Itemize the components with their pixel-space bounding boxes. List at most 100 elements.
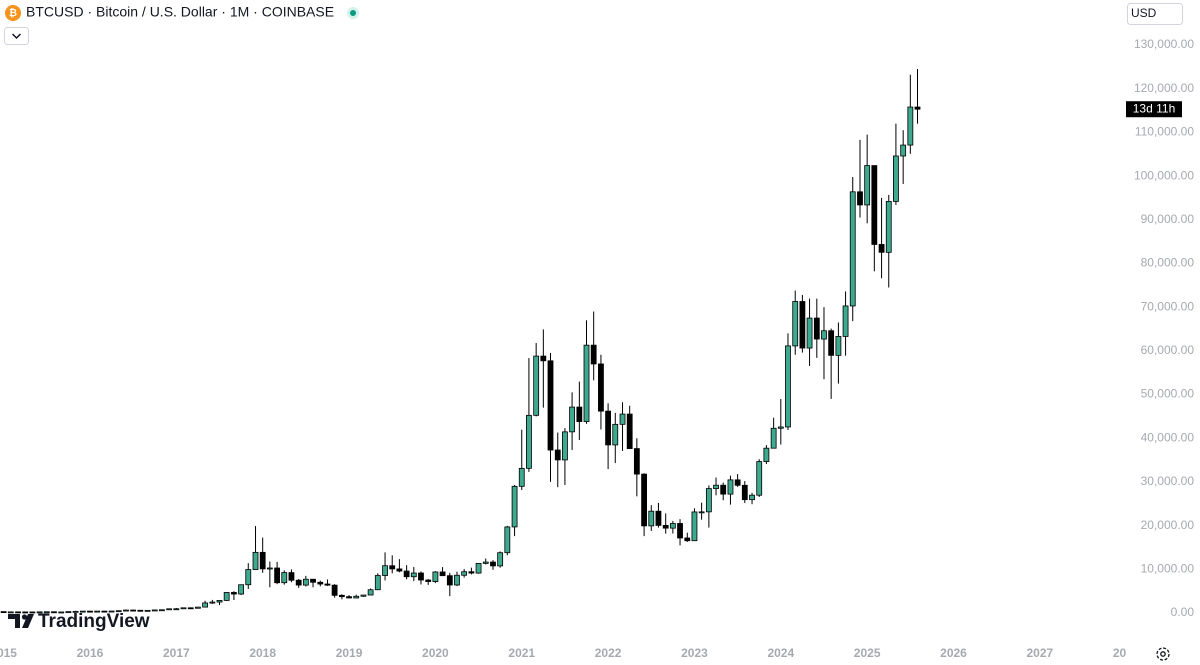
chevron-icon [11,33,22,40]
candle-body [662,524,669,529]
candle-body [166,608,173,611]
candle-body [792,301,799,347]
candle-body [590,344,597,365]
candle-body [295,579,302,586]
candle-body [281,572,288,584]
candle-body [36,611,43,614]
candle-body [554,449,561,461]
candle-body [828,330,835,356]
candle-body [159,609,165,612]
candle-body [655,510,662,526]
candle-body [187,607,194,610]
candle-body [288,572,295,581]
candle-body [331,584,338,596]
candle-body [504,526,511,554]
candle-body [482,561,489,564]
x-tick-label: 2026 [940,646,967,660]
candle-body [130,609,137,612]
candle-body [274,567,281,584]
settings-icon[interactable] [1156,647,1170,661]
x-tick-label: 2025 [854,646,881,660]
candle-body [633,448,640,475]
candle-body [468,571,475,574]
candle-body [741,484,748,501]
bitcoin-icon-glyph: ₿ [9,7,17,19]
candle-body [0,611,7,614]
candle-body [101,610,108,613]
x-tick-label: 2027 [1027,646,1054,660]
candle-body [907,106,914,146]
candle-body [173,608,180,611]
candle-body [619,413,626,425]
candle-body [777,426,784,429]
currency-button[interactable] [1127,3,1183,25]
candle-body [684,537,691,542]
candle-body [137,609,144,612]
candle-body [58,611,65,614]
candle-body [475,563,482,574]
y-tick-label: 30,000.00 [1141,474,1195,488]
candle-body [29,611,36,614]
candle-body [669,523,676,529]
y-axis: 0.00 10,000.00 20,000.00 30,000.00 40,000.00… [1134,37,1195,619]
candle-body [547,360,554,451]
candle-body [914,106,921,110]
x-tick-label: 2020 [422,646,449,660]
candle-body [396,568,403,572]
candle-body [540,355,547,362]
candle-body [324,583,331,586]
candle-body [885,201,892,253]
candle-body [302,578,309,586]
candle-body [144,609,151,612]
candle-body [576,406,583,422]
candle-body [705,488,712,513]
x-tick-label: 2015 [0,646,17,660]
gear-inner [1160,651,1166,657]
candle-body [785,345,791,428]
candle-body [259,551,266,570]
candle-body [367,589,374,596]
candle-body [871,165,878,245]
candle-body [835,336,842,356]
candle-body [691,511,698,542]
y-tick-label: 130,000.00 [1134,37,1194,51]
x-tick-label: 2018 [249,646,276,660]
candle-body [857,191,863,206]
candle-body [180,607,187,610]
candle-body [418,572,424,581]
candle-body [151,609,158,612]
candle-body [849,191,856,307]
candle-body [403,570,410,578]
x-axis: 2015 2016 2017 2018 2019 2020 2021 2022 2023 2024… [0,646,1126,660]
candle-body [533,355,540,416]
candle-body [266,567,273,570]
candle-body [763,447,770,462]
collapse-button[interactable] [4,27,29,45]
candle-body [598,363,604,412]
candle-body [123,609,129,612]
candle-body [65,611,72,614]
x-tick-label: 2023 [681,646,708,660]
y-tick-label: 60,000.00 [1141,343,1195,357]
candle-body [223,592,230,601]
watermark-text: TradingView [38,611,150,632]
x-tick-label: 2021 [508,646,535,660]
y-tick-label: 20,000.00 [1141,518,1195,532]
candle-body [720,484,727,495]
candle-body [749,494,755,501]
candle-body [22,611,29,614]
candle-body [878,244,885,253]
candle-body [238,584,244,595]
candle-body [526,414,532,469]
candle-body [821,330,827,340]
countdown-label: 13d 11h [1133,101,1176,115]
gear-outer [1156,647,1170,661]
candle-body [51,611,57,614]
candle-body [195,606,201,609]
x-tick-label: 2024 [767,646,794,660]
candle-body [360,594,367,597]
candle-body [734,479,741,486]
candle-body [641,473,648,527]
candle-body [813,317,820,340]
